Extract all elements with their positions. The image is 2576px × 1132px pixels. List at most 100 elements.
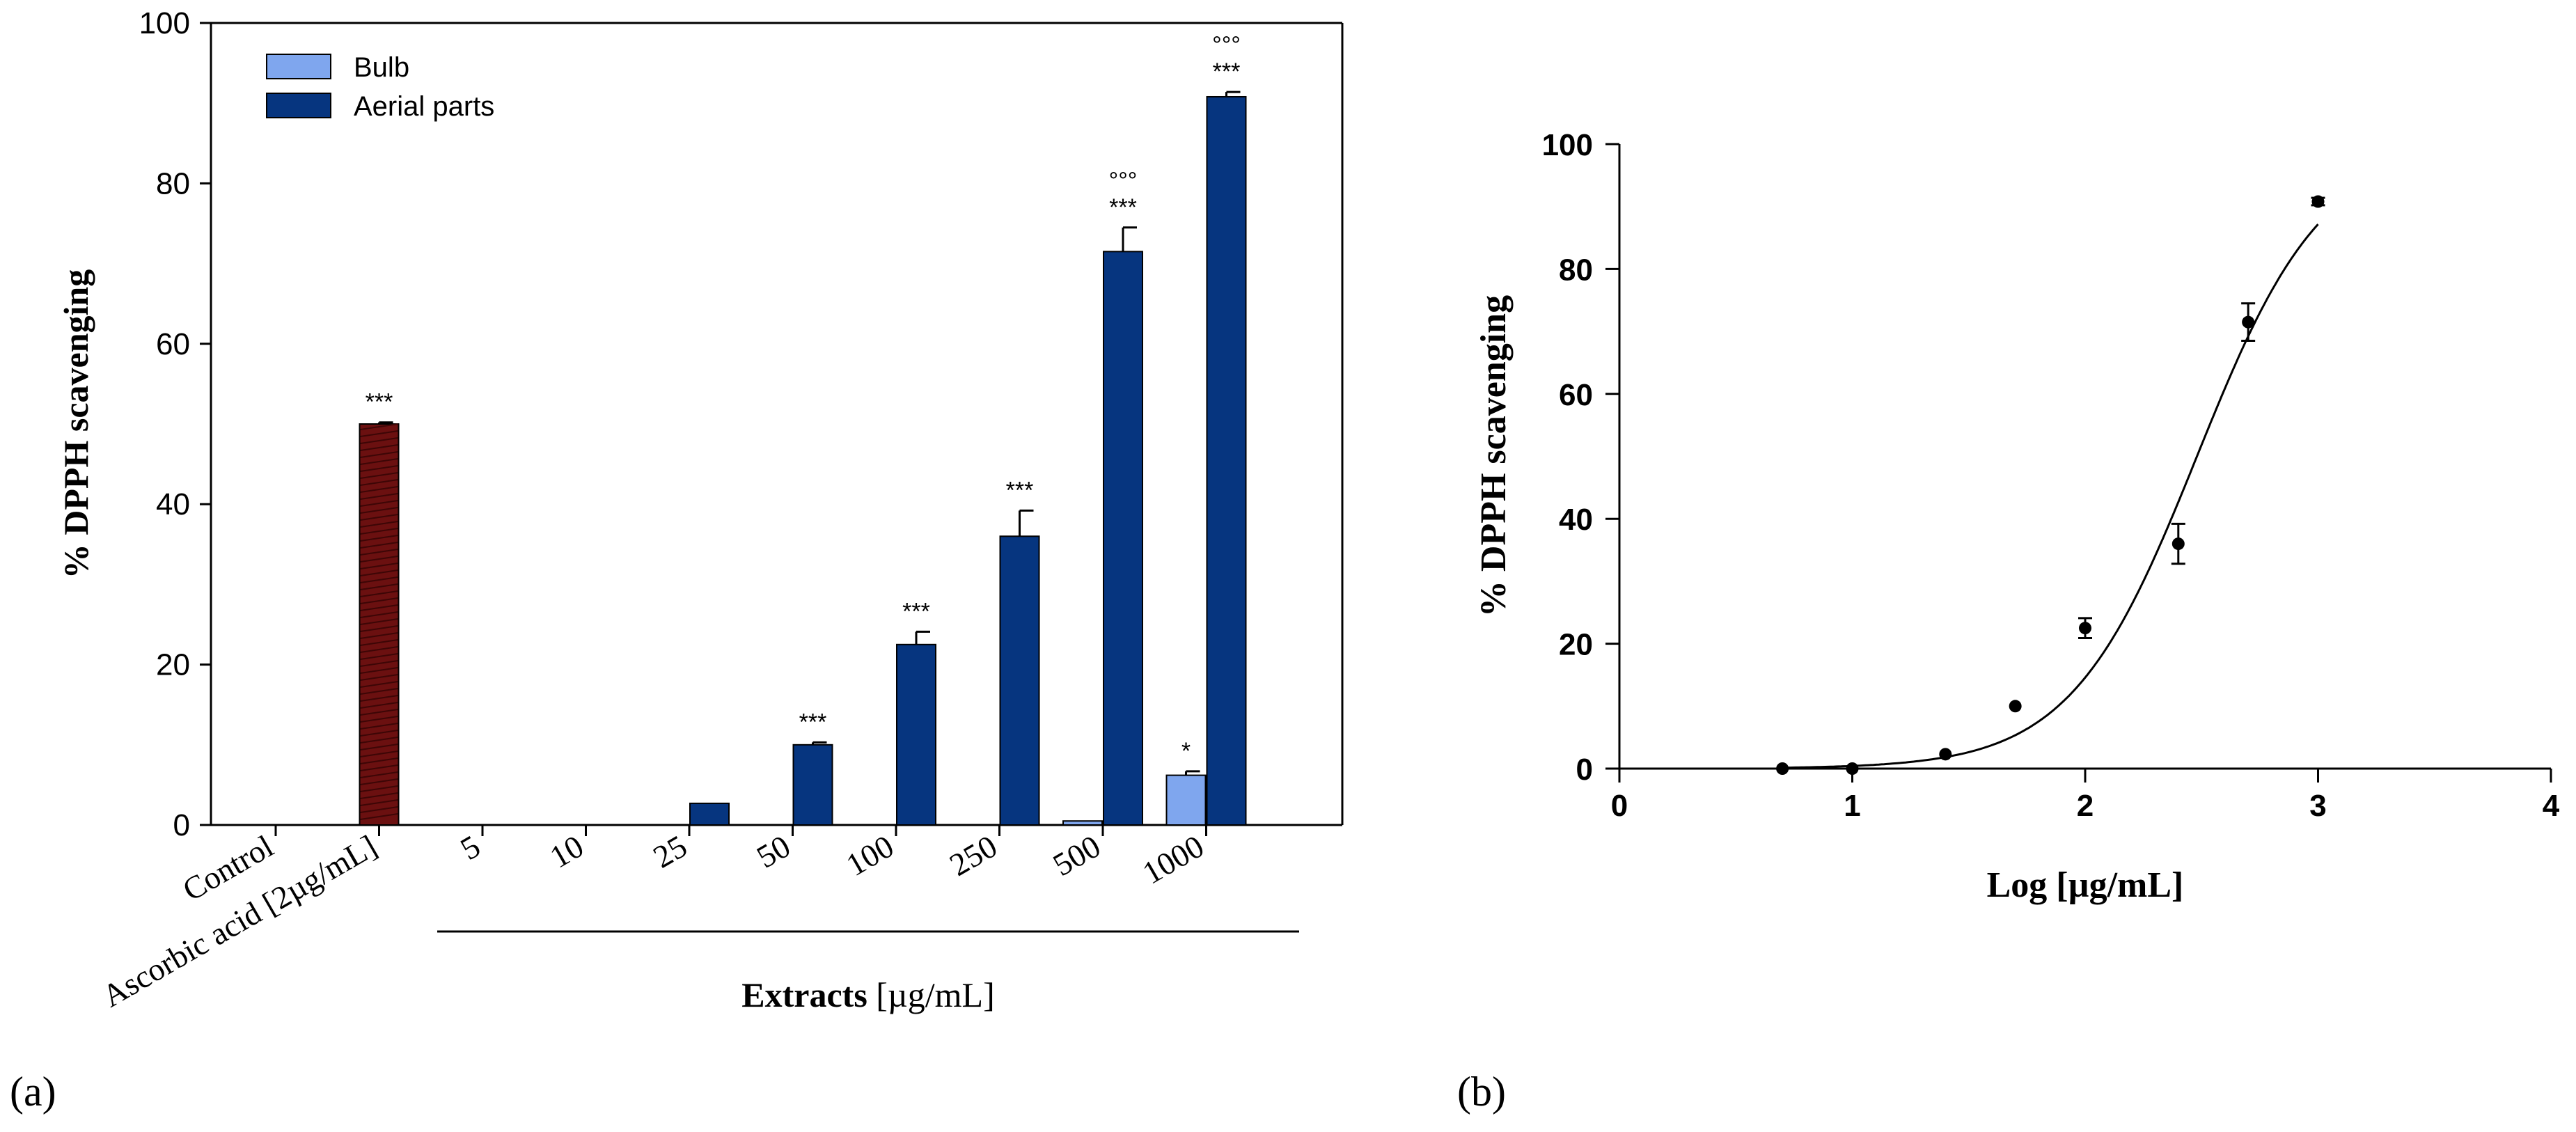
bar-hatch-line <box>360 625 398 632</box>
bar-hatch-line <box>360 660 398 667</box>
y-tick-label: 60 <box>156 327 190 361</box>
data-point <box>2171 537 2185 551</box>
bar-hatch-line <box>360 479 398 486</box>
bar-hatch-line <box>360 618 398 625</box>
y-tick-label: 40 <box>156 487 190 521</box>
bar-hatch-line <box>360 563 398 569</box>
y-tick-label: 0 <box>1576 753 1593 787</box>
y-tick-label: 100 <box>139 6 190 40</box>
legend-swatch-bulb <box>266 54 331 79</box>
chart-b-points <box>1776 195 2325 775</box>
significance-mark: *** <box>366 389 393 416</box>
bar-hatch-line <box>360 757 398 764</box>
bar-hatch-line <box>360 576 398 583</box>
bar-hatch-line <box>360 556 398 563</box>
bar-aerial-25 <box>689 802 730 826</box>
bar-hatch-line <box>360 723 398 730</box>
chart-b-y-ticks: 0 20 40 60 80 100 <box>1542 128 1619 787</box>
bar-hatch-line <box>360 702 398 709</box>
bar-bulb-1000 <box>1165 774 1207 826</box>
y-tick-label: 20 <box>156 648 190 682</box>
y-tick-label: 60 <box>1559 378 1593 412</box>
bar-aerial-1000 <box>1206 95 1247 826</box>
bar-aerial-100 <box>896 643 936 826</box>
significance-mark: °°° <box>1109 168 1138 194</box>
panel-label-b: (b) <box>1457 1069 1506 1115</box>
chart-b-x-ticks: 0 1 2 3 4 <box>1611 769 2560 823</box>
bar-hatch-line <box>360 569 398 576</box>
bar-hatch-line <box>360 646 398 653</box>
x-tick-label-500: 500 <box>1047 828 1106 883</box>
chart-a-y-ticks: 0 20 40 60 80 100 <box>139 6 211 842</box>
extracts-axis-title: Extracts [µg/mL] <box>741 975 994 1014</box>
data-point <box>2079 622 2091 635</box>
bar-hatch-line <box>360 813 398 820</box>
bar-hatch-line <box>360 778 398 785</box>
bar-hatch-line <box>360 792 398 799</box>
x-tick-label-1000: 1000 <box>1136 828 1209 890</box>
bar-hatch-line <box>360 437 398 444</box>
chart-b-fit-curve <box>1782 223 2319 769</box>
bar-hatch-line <box>360 632 398 639</box>
bar-aerial-50 <box>792 744 833 826</box>
data-point <box>2311 195 2325 208</box>
bar-hatch-line <box>360 716 398 723</box>
x-tick-label: 2 <box>2077 789 2094 823</box>
legend-label-bulb: Bulb <box>354 52 409 83</box>
y-tick-label: 40 <box>1559 503 1593 537</box>
x-tick-label-10: 10 <box>544 828 589 874</box>
x-tick-label-25: 25 <box>647 828 693 874</box>
chart-b: 0 20 40 60 80 100 0 1 2 3 4 % DPPH scavenging Log… <box>1457 128 2560 1115</box>
bar-hatch-line <box>360 764 398 771</box>
bar-hatch-line <box>360 542 398 549</box>
x-tick-label-5: 5 <box>455 828 486 867</box>
bar-hatch-line <box>360 583 398 590</box>
significance-mark: *** <box>902 598 930 624</box>
chart-a-significance-marks: ***************°°°***°°°* <box>366 32 1241 764</box>
chart-b-x-axis-title: Log [µg/mL] <box>1987 865 2184 905</box>
significance-mark: *** <box>1213 58 1241 85</box>
bar-hatch-line <box>360 688 398 695</box>
bar-hatch-line <box>360 695 398 702</box>
data-point <box>1939 748 1952 761</box>
bar-hatch-line <box>360 674 398 681</box>
bar-hatch-line <box>360 507 398 514</box>
y-tick-label: 20 <box>1559 628 1593 662</box>
bar-hatch-line <box>360 771 398 778</box>
bar-hatch-line <box>360 486 398 493</box>
data-point <box>2009 700 2022 713</box>
bar-hatch-line <box>360 590 398 597</box>
bar-hatch-line <box>360 458 398 465</box>
bar-hatch-line <box>360 514 398 521</box>
bar-hatch-line <box>360 730 398 737</box>
data-point <box>1776 762 1789 775</box>
x-tick-label-250: 250 <box>943 828 1003 883</box>
chart-a-legend: Bulb Aerial parts <box>266 52 494 122</box>
data-point <box>1846 762 1859 775</box>
chart-a-bars <box>359 91 1247 826</box>
bar-hatch-line <box>360 750 398 757</box>
x-tick-label-50: 50 <box>751 828 796 874</box>
legend-swatch-aerial <box>266 93 331 118</box>
chart-a-y-axis-title: % DPPH scavenging <box>56 269 95 579</box>
bar-hatch-line <box>360 604 398 611</box>
significance-mark: *** <box>1109 194 1137 221</box>
bar-hatch-line <box>360 681 398 688</box>
bar-hatch-line <box>360 528 398 535</box>
x-tick-label: 1 <box>1844 789 1860 823</box>
bar-hatch-line <box>360 444 398 451</box>
x-tick-label: 4 <box>2543 789 2560 823</box>
bar-hatch-line <box>360 597 398 604</box>
y-tick-label: 80 <box>1559 253 1593 287</box>
x-tick-label: 0 <box>1611 789 1628 823</box>
bar-hatch-line <box>360 549 398 556</box>
y-tick-label: 80 <box>156 166 190 201</box>
bar-hatch-line <box>360 785 398 792</box>
bar-hatch-line <box>360 493 398 500</box>
bar-aerial-500 <box>1103 251 1143 826</box>
bar-hatch-line <box>360 639 398 646</box>
significance-mark: *** <box>1006 477 1034 503</box>
y-tick-label: 100 <box>1542 128 1593 162</box>
